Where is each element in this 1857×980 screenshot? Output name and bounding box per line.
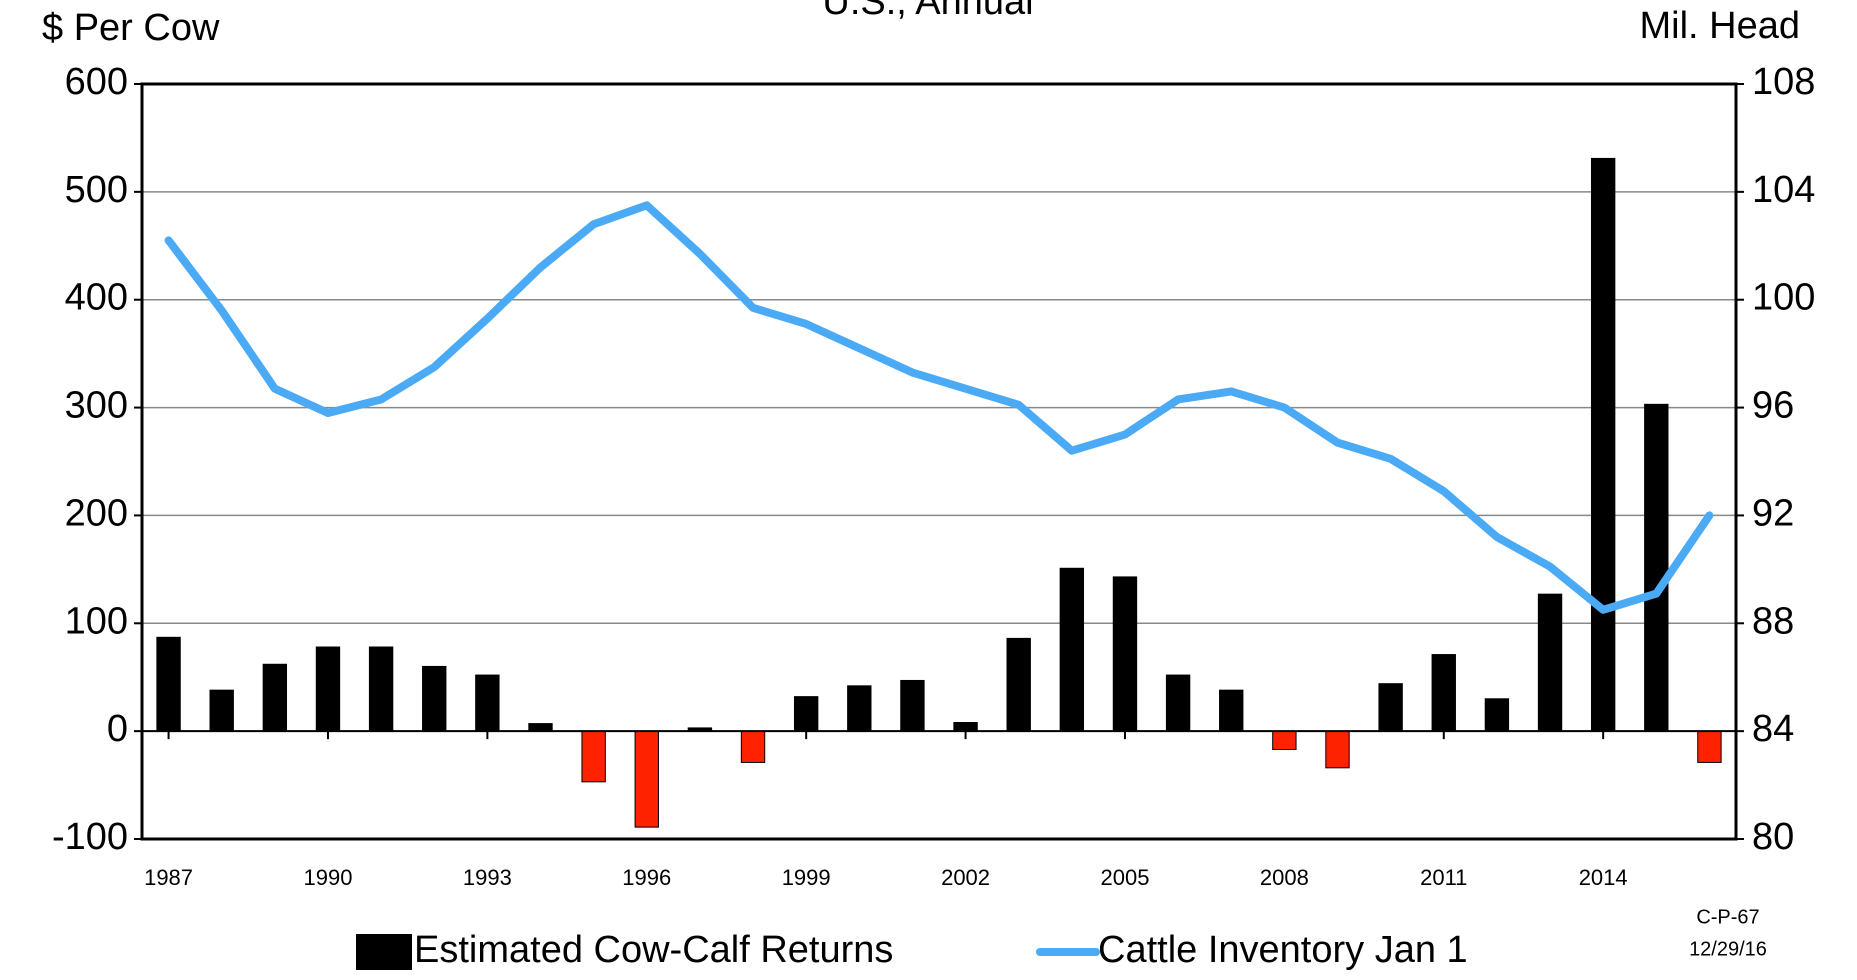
- bar: [1431, 654, 1456, 732]
- x-tick-label: 2014: [1579, 865, 1628, 890]
- bar: [581, 730, 606, 783]
- y-tick-label: 0: [107, 708, 128, 750]
- bar: [422, 665, 447, 732]
- x-tick-label: 1996: [622, 865, 671, 890]
- x-tick-label: 2008: [1260, 865, 1309, 890]
- legend-label: Cattle Inventory Jan 1: [1098, 929, 1468, 971]
- bar: [847, 685, 872, 732]
- bar: [1059, 567, 1085, 732]
- bar: [634, 730, 659, 828]
- bar: [156, 636, 181, 732]
- bar: [900, 679, 925, 732]
- y2-tick-label: 104: [1752, 169, 1815, 211]
- bar: [368, 646, 394, 732]
- bar: [1272, 730, 1297, 750]
- y2-axis-label: Mil. Head: [1640, 5, 1801, 47]
- bar: [740, 730, 766, 763]
- x-tick-label: 2002: [941, 865, 990, 890]
- y-tick-label: -100: [52, 816, 128, 858]
- bar: [1165, 674, 1191, 732]
- x-tick-label: 1990: [303, 865, 352, 890]
- legend-label: Estimated Cow-Calf Returns: [414, 929, 893, 971]
- y2-tick-label: 92: [1752, 492, 1794, 534]
- y-tick-label: 200: [65, 492, 128, 534]
- bar: [315, 646, 341, 732]
- bar: [262, 663, 288, 732]
- bar: [953, 722, 978, 732]
- note: 12/29/16: [1689, 938, 1767, 960]
- y2-tick-label: 80: [1752, 816, 1794, 858]
- bar: [1325, 730, 1350, 769]
- plot-frame: [140, 82, 1738, 841]
- y2-tick-label: 108: [1752, 61, 1815, 103]
- bar: [1219, 689, 1244, 732]
- y2-tick-label: 96: [1752, 385, 1794, 427]
- y2-tick-label: 88: [1752, 600, 1794, 642]
- bar: [209, 689, 234, 732]
- legend-swatch: [356, 934, 412, 970]
- bar: [1697, 730, 1722, 763]
- bar: [1378, 683, 1403, 732]
- note: C-P-67: [1696, 906, 1759, 928]
- x-tick-label: 1993: [463, 865, 512, 890]
- x-tick-label: 1987: [144, 865, 193, 890]
- x-tick-label: 1999: [782, 865, 831, 890]
- bar: [475, 674, 500, 732]
- x-tick-label: 2011: [1420, 865, 1467, 890]
- y2-tick-label: 100: [1752, 277, 1815, 319]
- bar: [1006, 637, 1031, 732]
- bar: [1537, 593, 1563, 732]
- y-tick-label: 400: [65, 277, 128, 319]
- y-tick-label: 300: [65, 385, 128, 427]
- line: [164, 201, 1714, 614]
- bar: [528, 723, 553, 732]
- x-tick-label: 2005: [1100, 865, 1149, 890]
- bar: [1112, 576, 1138, 732]
- bar: [793, 696, 819, 732]
- bar: [1590, 157, 1616, 732]
- y-tick-label: 100: [65, 600, 128, 642]
- y-axis-label: $ Per Cow: [42, 7, 220, 49]
- bar: [1484, 698, 1510, 732]
- y-tick-label: 500: [65, 169, 128, 211]
- chart-title: U.S., Annual: [822, 0, 1033, 23]
- y2-tick-label: 84: [1752, 708, 1794, 750]
- y-tick-label: 600: [65, 61, 128, 103]
- bar: [1644, 403, 1669, 732]
